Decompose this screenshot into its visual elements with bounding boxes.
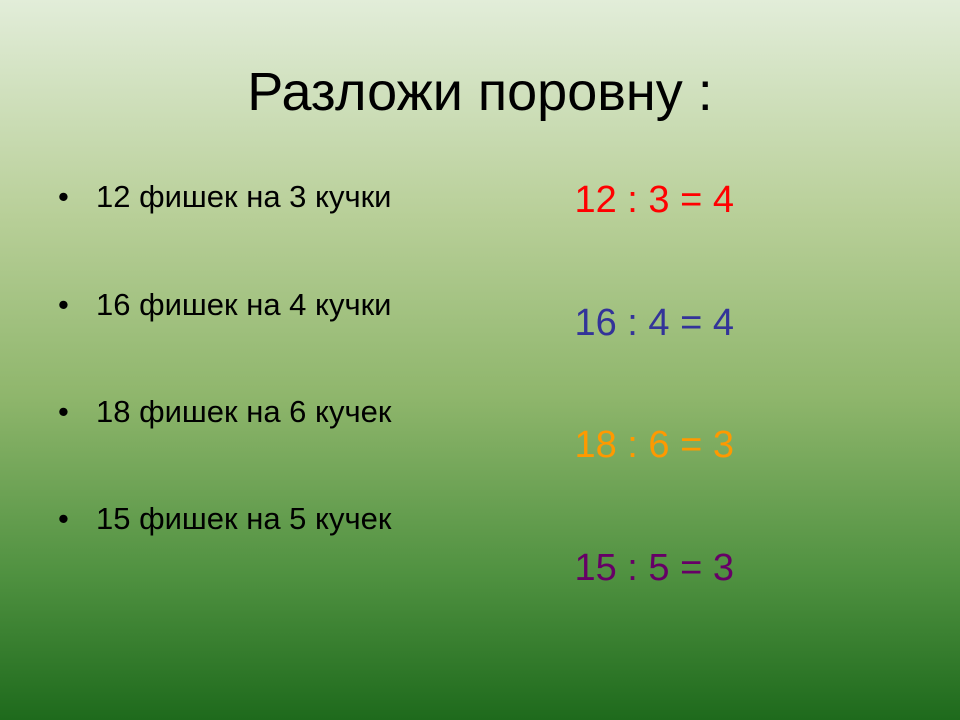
equation: 18 : 6 = 3 [574, 424, 734, 466]
task-item: • 18 фишек на 6 кучек [58, 392, 391, 432]
bullet-icon: • [58, 287, 69, 322]
task-text: 12 фишек на 3 кучки [96, 179, 392, 214]
task-text: 15 фишек на 5 кучек [96, 501, 392, 536]
equation: 16 : 4 = 4 [574, 302, 734, 344]
task-item: • 16 фишек на 4 кучки [58, 285, 391, 325]
task-text: 16 фишек на 4 кучки [96, 287, 392, 322]
slide-title: Разложи поровну : [247, 62, 713, 122]
bullet-icon: • [58, 394, 69, 429]
bullet-icon: • [58, 179, 69, 214]
equation: 12 : 3 = 4 [574, 179, 734, 221]
task-item: • 15 фишек на 5 кучек [58, 499, 391, 539]
bullet-icon: • [58, 501, 69, 536]
task-text: 18 фишек на 6 кучек [96, 394, 392, 429]
equation: 15 : 5 = 3 [574, 547, 734, 589]
task-item: • 12 фишек на 3 кучки [58, 177, 391, 217]
